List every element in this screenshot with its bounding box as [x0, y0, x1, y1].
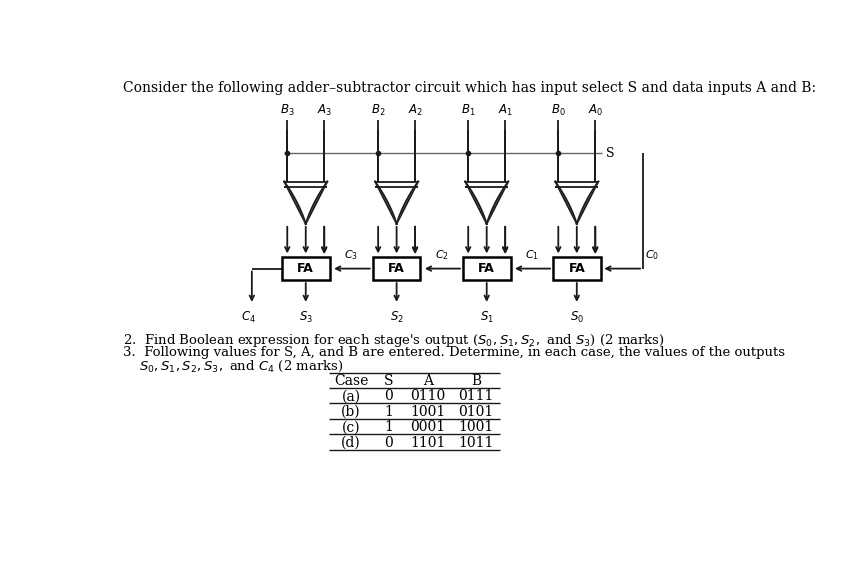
Text: $C_2$: $C_2$	[435, 249, 449, 262]
Polygon shape	[465, 181, 508, 224]
Text: $C_4$: $C_4$	[240, 310, 256, 324]
Text: $S_0$: $S_0$	[570, 310, 583, 324]
Text: FA: FA	[478, 262, 495, 275]
Text: A: A	[423, 374, 433, 388]
Text: $S_1$: $S_1$	[480, 310, 493, 324]
Text: FA: FA	[568, 262, 585, 275]
Text: 0111: 0111	[458, 389, 493, 404]
Text: $S_2$: $S_2$	[390, 310, 403, 324]
Text: $B_0$: $B_0$	[551, 103, 565, 119]
Text: $S_3$: $S_3$	[299, 310, 312, 324]
Text: $C_3$: $C_3$	[344, 249, 358, 262]
Text: FA: FA	[388, 262, 405, 275]
Text: $B_2$: $B_2$	[371, 103, 385, 119]
Text: $A_0$: $A_0$	[588, 103, 603, 119]
Text: 0101: 0101	[458, 405, 493, 419]
Text: 1001: 1001	[458, 420, 493, 434]
Text: 0001: 0001	[411, 420, 446, 434]
Text: 1001: 1001	[410, 405, 446, 419]
Text: (c): (c)	[341, 420, 360, 434]
Text: B: B	[471, 374, 481, 388]
Text: $A_1$: $A_1$	[498, 103, 513, 119]
Text: (a): (a)	[341, 389, 360, 404]
Text: 0110: 0110	[410, 389, 446, 404]
Text: $C_0$: $C_0$	[645, 249, 660, 262]
Text: $C_1$: $C_1$	[525, 249, 539, 262]
Text: 1: 1	[384, 420, 393, 434]
Polygon shape	[284, 181, 327, 224]
Text: Consider the following adder–subtractor circuit which has input select S and dat: Consider the following adder–subtractor …	[124, 82, 816, 96]
Text: 1101: 1101	[410, 435, 446, 450]
Text: 1011: 1011	[458, 435, 493, 450]
Text: (d): (d)	[341, 435, 361, 450]
Bar	[553, 257, 601, 280]
Text: Case: Case	[334, 374, 368, 388]
Bar	[372, 257, 420, 280]
Text: (b): (b)	[341, 405, 361, 419]
Text: $B_1$: $B_1$	[461, 103, 475, 119]
Text: 2.  Find Boolean expression for each stage's output ($S_0, S_1, S_2,$ and $S_3$): 2. Find Boolean expression for each stag…	[124, 332, 665, 349]
Text: S: S	[606, 146, 614, 160]
Text: 1: 1	[384, 405, 393, 419]
Text: $A_2$: $A_2$	[408, 103, 423, 119]
Text: $B_3$: $B_3$	[280, 103, 294, 119]
Text: FA: FA	[298, 262, 314, 275]
Polygon shape	[375, 181, 418, 224]
Bar	[462, 257, 511, 280]
Text: $A_3$: $A_3$	[317, 103, 332, 119]
Text: S: S	[384, 374, 394, 388]
Polygon shape	[555, 181, 598, 224]
Text: 0: 0	[384, 389, 393, 404]
Bar	[282, 257, 329, 280]
Text: 0: 0	[384, 435, 393, 450]
Text: 3.  Following values for S, A, and B are entered. Determine, in each case, the v: 3. Following values for S, A, and B are …	[124, 345, 785, 359]
Text: $S_0, S_1, S_2, S_3,$ and $C_4$ (2 marks): $S_0, S_1, S_2, S_3,$ and $C_4$ (2 marks…	[139, 359, 343, 374]
